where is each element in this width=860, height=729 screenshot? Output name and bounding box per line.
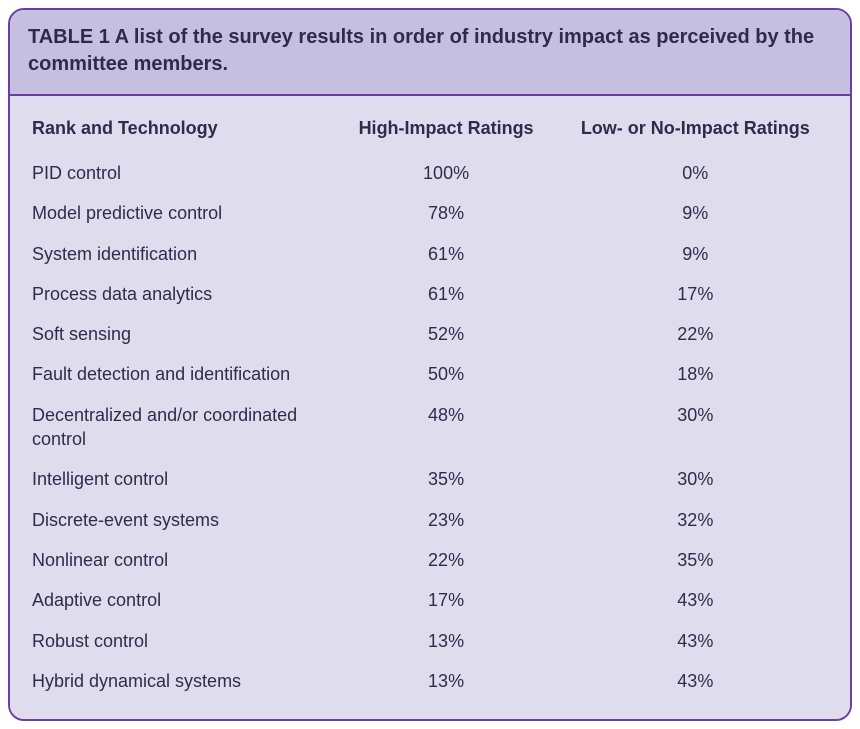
table-row: Decentralized and/or coordinated control…	[28, 395, 832, 460]
cell-low-impact: 17%	[559, 274, 832, 314]
table-caption: TABLE 1 A list of the survey results in …	[10, 10, 850, 96]
cell-technology: Discrete-event systems	[28, 500, 334, 540]
cell-technology: Decentralized and/or coordinated control	[28, 395, 334, 460]
cell-high-impact: 78%	[334, 193, 559, 233]
cell-low-impact: 9%	[559, 193, 832, 233]
table-row: Adaptive control17%43%	[28, 580, 832, 620]
col-header: Rank and Technology	[28, 106, 334, 153]
cell-low-impact: 35%	[559, 540, 832, 580]
cell-high-impact: 17%	[334, 580, 559, 620]
table-header-row: Rank and TechnologyHigh-Impact RatingsLo…	[28, 106, 832, 153]
col-header: High-Impact Ratings	[334, 106, 559, 153]
cell-low-impact: 30%	[559, 395, 832, 460]
cell-low-impact: 43%	[559, 661, 832, 701]
cell-high-impact: 35%	[334, 459, 559, 499]
cell-technology: Nonlinear control	[28, 540, 334, 580]
cell-low-impact: 43%	[559, 621, 832, 661]
cell-high-impact: 22%	[334, 540, 559, 580]
table-row: Hybrid dynamical systems13%43%	[28, 661, 832, 701]
cell-technology: Robust control	[28, 621, 334, 661]
cell-low-impact: 18%	[559, 354, 832, 394]
table-row: Fault detection and identification50%18%	[28, 354, 832, 394]
cell-low-impact: 22%	[559, 314, 832, 354]
cell-high-impact: 61%	[334, 274, 559, 314]
table-row: Nonlinear control22%35%	[28, 540, 832, 580]
col-header: Low- or No-Impact Ratings	[559, 106, 832, 153]
cell-technology: Intelligent control	[28, 459, 334, 499]
cell-technology: Adaptive control	[28, 580, 334, 620]
data-table: Rank and TechnologyHigh-Impact RatingsLo…	[28, 106, 832, 701]
cell-low-impact: 0%	[559, 153, 832, 193]
table-rows: PID control100%0%Model predictive contro…	[28, 153, 832, 701]
cell-high-impact: 52%	[334, 314, 559, 354]
cell-low-impact: 30%	[559, 459, 832, 499]
table-row: Process data analytics61%17%	[28, 274, 832, 314]
table-row: Intelligent control35%30%	[28, 459, 832, 499]
table-row: Discrete-event systems23%32%	[28, 500, 832, 540]
cell-high-impact: 13%	[334, 661, 559, 701]
cell-technology: Process data analytics	[28, 274, 334, 314]
cell-high-impact: 23%	[334, 500, 559, 540]
table-row: Soft sensing52%22%	[28, 314, 832, 354]
cell-high-impact: 48%	[334, 395, 559, 460]
survey-table: TABLE 1 A list of the survey results in …	[8, 8, 852, 721]
cell-low-impact: 9%	[559, 234, 832, 274]
cell-high-impact: 61%	[334, 234, 559, 274]
table-body: Rank and TechnologyHigh-Impact RatingsLo…	[10, 96, 850, 719]
cell-technology: Hybrid dynamical systems	[28, 661, 334, 701]
table-row: Robust control13%43%	[28, 621, 832, 661]
cell-high-impact: 13%	[334, 621, 559, 661]
cell-technology: Model predictive control	[28, 193, 334, 233]
cell-low-impact: 32%	[559, 500, 832, 540]
cell-high-impact: 100%	[334, 153, 559, 193]
table-row: PID control100%0%	[28, 153, 832, 193]
cell-high-impact: 50%	[334, 354, 559, 394]
table-row: System identification61%9%	[28, 234, 832, 274]
cell-technology: PID control	[28, 153, 334, 193]
table-row: Model predictive control78%9%	[28, 193, 832, 233]
cell-technology: Soft sensing	[28, 314, 334, 354]
cell-technology: Fault detection and identification	[28, 354, 334, 394]
cell-technology: System identification	[28, 234, 334, 274]
cell-low-impact: 43%	[559, 580, 832, 620]
